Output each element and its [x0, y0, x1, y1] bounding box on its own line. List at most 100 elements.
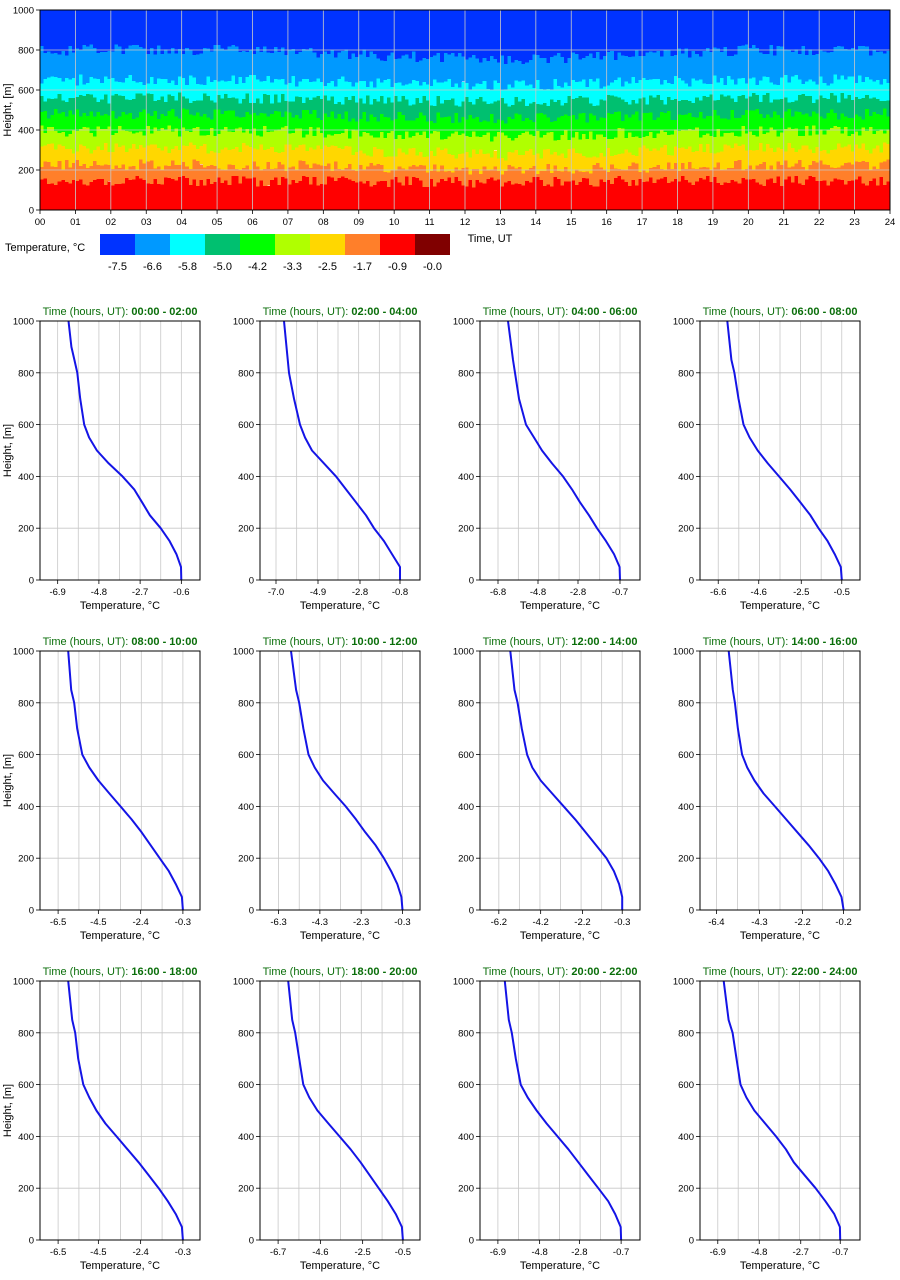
heatmap-cell: [720, 52, 725, 78]
panel-y-tick-label: 200: [238, 524, 254, 535]
heatmap-cell: [326, 176, 332, 210]
heatmap-cell: [631, 56, 636, 77]
heatmap-cell: [461, 153, 466, 168]
heatmap-cell: [790, 166, 795, 183]
heatmap-cell: [291, 180, 296, 210]
heatmap-cell: [858, 135, 863, 149]
heatmap-cell: [362, 169, 367, 184]
heatmap-cell: [826, 130, 831, 154]
heatmap-cell: [755, 47, 760, 85]
heatmap-cell: [503, 10, 509, 64]
heatmap-cell: [390, 156, 395, 171]
heatmap-cell: [305, 151, 310, 165]
legend-label: -5.0: [213, 261, 232, 273]
heatmap-cell: [100, 51, 105, 83]
heatmap-cell: [656, 117, 661, 134]
heatmap-cell: [383, 103, 388, 117]
heatmap-cell: [843, 10, 849, 50]
panel-x-tick-label: -2.5: [354, 1247, 370, 1258]
heatmap-cell: [358, 10, 363, 55]
heatmap-cell: [730, 56, 735, 80]
heatmap-cell: [797, 94, 803, 113]
heatmap-cell: [773, 170, 778, 183]
heatmap-cell: [720, 118, 725, 137]
panel-x-tick-label: -0.3: [175, 917, 191, 928]
heatmap-cell: [843, 98, 849, 117]
heatmap-cell: [797, 112, 803, 137]
heatmap-cell: [688, 161, 693, 183]
heatmap-cell: [617, 154, 622, 170]
heatmap-cell: [450, 10, 455, 53]
heatmap-cell: [100, 82, 105, 100]
heatmap-cell: [840, 75, 845, 94]
heatmap-cell: [652, 97, 657, 120]
heatmap-cell: [528, 119, 533, 135]
heatmap-cell: [581, 57, 587, 80]
heatmap-cell: [312, 10, 317, 53]
heatmap-cell: [766, 10, 771, 54]
heatmap-cell: [135, 148, 140, 171]
panel-x-tick-label: -6.4: [708, 917, 724, 928]
heatmap-cell: [139, 159, 144, 179]
heatmap-cell: [723, 96, 728, 119]
heatmap-cell: [337, 52, 342, 80]
heatmap-cell: [309, 81, 314, 101]
heatmap-cell: [394, 83, 399, 96]
heatmap-cell: [666, 182, 672, 210]
heatmap-cell: [78, 74, 84, 95]
heatmap-cell: [291, 10, 296, 50]
heatmap-cell: [472, 10, 477, 55]
heatmap-cell: [43, 10, 48, 53]
heatmap-cell: [482, 10, 487, 59]
heatmap-cell: [578, 181, 583, 210]
heatmap-cell: [408, 105, 413, 121]
heatmap-cell: [171, 149, 176, 161]
heatmap-cell: [571, 137, 576, 149]
heatmap-cell: [712, 167, 718, 177]
heatmap-cell: [277, 102, 282, 112]
panel-y-axis-label: Height, [m]: [2, 754, 14, 807]
heatmap-cell: [691, 184, 696, 210]
heatmap-cell: [404, 84, 409, 100]
heatmap-cell: [705, 176, 710, 210]
legend-swatch: [415, 234, 450, 255]
heatmap-cell: [341, 76, 346, 105]
heatmap-cell: [748, 165, 753, 180]
heatmap-cell: [716, 82, 721, 100]
heatmap-cell: [167, 110, 172, 126]
heatmap-cell: [776, 136, 781, 148]
heatmap-cell: [514, 168, 519, 184]
heatmap-cell: [440, 117, 445, 140]
heatmap-cell: [302, 10, 307, 49]
heatmap-cell: [323, 113, 328, 138]
heatmap-cell: [617, 128, 622, 155]
heatmap-cell: [103, 76, 108, 95]
heatmap-cell: [627, 185, 633, 210]
heatmap-cell: [836, 10, 842, 47]
heatmap-cell: [110, 169, 115, 186]
heatmap-cell: [875, 98, 880, 114]
heatmap-cell: [564, 10, 569, 63]
panel-x-tick-label: -0.3: [394, 917, 410, 928]
heatmap-cell: [868, 180, 873, 210]
heatmap-cell: [557, 171, 562, 179]
heatmap-cell: [812, 161, 817, 177]
heatmap-cell: [627, 10, 633, 58]
heatmap-cell: [50, 166, 55, 184]
heatmap-cell: [156, 166, 162, 184]
heatmap-cell: [468, 180, 473, 210]
heatmap-cell: [805, 145, 810, 171]
heatmap-cell: [128, 113, 133, 132]
panel-title-prefix: Time (hours, UT):: [43, 636, 132, 648]
heatmap-cell: [234, 10, 239, 47]
heatmap-cell: [851, 47, 856, 77]
panel-y-tick-label: 1000: [233, 647, 254, 658]
panel-y-tick-label: 0: [29, 906, 34, 917]
heatmap-cell: [75, 151, 80, 160]
heatmap-cell: [847, 76, 852, 96]
heatmap-cell: [326, 100, 332, 118]
heatmap-cell: [163, 177, 169, 210]
heatmap-cell: [787, 102, 792, 109]
heatmap-cell: [879, 177, 884, 210]
heatmap-cell: [720, 94, 725, 119]
